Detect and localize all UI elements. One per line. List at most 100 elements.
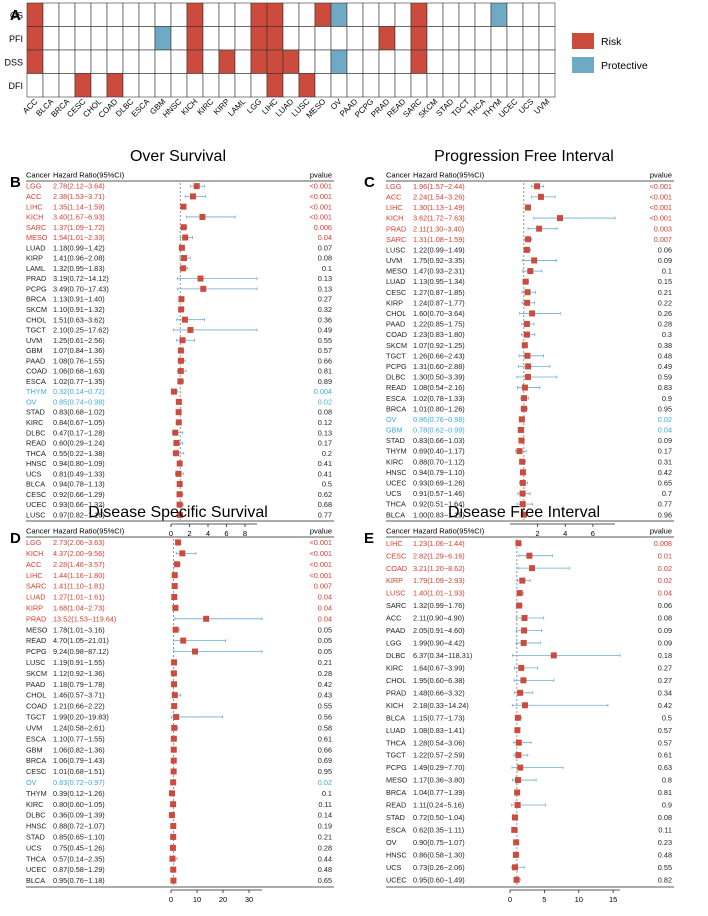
row-cancer-label: LUAD <box>386 277 405 286</box>
hazard-ratio-point <box>181 255 188 262</box>
row-hazard-ratio-label: 1.13(0.95−1.34) <box>413 277 465 286</box>
heatmap-cell <box>186 49 204 74</box>
row-hazard-ratio-label: 1.32(0.95−1.83) <box>53 264 105 273</box>
row-cancer-label: READ <box>26 439 46 448</box>
row-pvalue-label: <0.001 <box>309 213 332 222</box>
heatmap-column-label: UCS <box>517 97 535 115</box>
row-pvalue-label: 0.04 <box>658 426 672 435</box>
row-pvalue-label: 0.1 <box>322 264 332 273</box>
hazard-ratio-point <box>170 823 177 830</box>
hazard-ratio-point <box>200 285 207 292</box>
hazard-ratio-point <box>536 225 543 232</box>
row-pvalue-label: 0.1 <box>322 789 332 798</box>
heatmap-cell <box>122 26 140 51</box>
hazard-ratio-point <box>521 342 528 349</box>
row-pvalue-label: 0.21 <box>318 833 332 842</box>
heatmap-cell <box>42 73 60 98</box>
hazard-ratio-point <box>519 501 526 508</box>
hazard-ratio-point <box>180 637 187 644</box>
row-hazard-ratio-label: 1.31(1.08−1.59) <box>413 235 465 244</box>
row-cancer-label: GBM <box>386 426 403 435</box>
heatmap-cell <box>346 2 364 27</box>
row-cancer-label: UVM <box>386 256 402 265</box>
legend-swatch <box>572 57 594 73</box>
x-axis-tick-label: 0 <box>508 895 512 904</box>
hazard-ratio-point <box>169 790 176 797</box>
row-hazard-ratio-label: 2.18(0.33−14.24) <box>413 701 469 710</box>
row-pvalue-label: 0.14 <box>318 811 332 820</box>
row-cancer-label: HNSC <box>386 468 407 477</box>
row-hazard-ratio-label: 1.30(1.13−1.49) <box>413 203 465 212</box>
row-cancer-label: UCS <box>386 489 402 498</box>
row-hazard-ratio-label: 2.28(1.46−3.57) <box>53 560 105 569</box>
row-hazard-ratio-label: 1.99(0.90−4.42) <box>413 639 465 648</box>
row-cancer-label: LUSC <box>386 589 405 598</box>
row-hazard-ratio-label: 0.86(0.76−0.98) <box>413 415 465 424</box>
hazard-ratio-point <box>170 388 177 395</box>
heatmap-cell <box>426 49 444 74</box>
heatmap-cell <box>42 49 60 74</box>
row-hazard-ratio-label: 1.99(0.20−19.83) <box>53 713 109 722</box>
hazard-ratio-point <box>172 429 179 436</box>
row-cancer-label: CHOL <box>386 309 406 318</box>
row-hazard-ratio-label: 1.02(0.77−1.35) <box>53 377 105 386</box>
heatmap-cell <box>426 2 444 27</box>
hazard-ratio-point <box>169 855 176 862</box>
row-cancer-label: THYM <box>26 387 47 396</box>
heatmap-cell <box>298 2 316 27</box>
row-cancer-label: THCA <box>386 738 406 747</box>
heatmap-cell <box>26 49 44 74</box>
x-axis-tick-label: 6 <box>591 529 595 538</box>
row-pvalue-label: 0.07 <box>318 243 332 252</box>
row-hazard-ratio-label: 1.44(1.16−1.80) <box>53 571 105 580</box>
heatmap-cell <box>378 73 396 98</box>
hazard-ratio-point <box>515 739 522 746</box>
row-pvalue-label: 0.007 <box>654 235 672 244</box>
row-cancer-label: TGCT <box>386 351 406 360</box>
row-hazard-ratio-label: 1.30(0.50−3.39) <box>413 373 465 382</box>
row-hazard-ratio-label: 0.81(0.49−1.33) <box>53 469 105 478</box>
row-cancer-label: DLBC <box>26 811 45 820</box>
forest-title: Progression Free Interval <box>434 148 614 165</box>
row-cancer-label: THCA <box>386 500 406 509</box>
row-pvalue-label: 0.04 <box>318 603 332 612</box>
heatmap-cell <box>314 49 332 74</box>
hazard-ratio-point <box>175 539 182 546</box>
row-cancer-label: BRCA <box>26 295 46 304</box>
heatmap-cell <box>442 73 460 98</box>
row-hazard-ratio-label: 1.31(0.60−2.88) <box>413 362 465 371</box>
hazard-ratio-point <box>199 213 206 220</box>
heatmap-cell <box>26 2 44 27</box>
row-pvalue-label: 0.66 <box>318 745 332 754</box>
heatmap-cell <box>474 2 492 27</box>
row-cancer-label: THYM <box>386 447 407 456</box>
row-hazard-ratio-label: 4.37(2.00−9.56) <box>53 549 105 558</box>
row-cancer-label: BLCA <box>386 713 405 722</box>
row-hazard-ratio-label: 2.10(0.25−17.62) <box>53 326 109 335</box>
row-pvalue-label: <0.001 <box>649 182 672 191</box>
row-hazard-ratio-label: 0.72(0.50−1.04) <box>413 813 465 822</box>
row-hazard-ratio-label: 1.24(0.58−2.61) <box>53 723 105 732</box>
row-pvalue-label: 0.55 <box>658 863 672 872</box>
row-hazard-ratio-label: 1.07(0.92−1.25) <box>413 341 465 350</box>
row-pvalue-label: 0.83 <box>658 383 672 392</box>
row-hazard-ratio-label: 1.78(1.01−3.16) <box>53 625 105 634</box>
hazard-ratio-point <box>519 490 526 497</box>
header-pvalue: pvalue <box>310 527 332 536</box>
hazard-ratio-point <box>512 851 519 858</box>
row-pvalue-label: 0.1 <box>662 267 672 276</box>
row-cancer-label: SARC <box>26 582 46 591</box>
hazard-ratio-point <box>524 204 531 211</box>
heatmap-cell <box>250 26 268 51</box>
row-hazard-ratio-label: 1.96(1.57−2.44) <box>413 182 465 191</box>
row-hazard-ratio-label: 6.37(0.34−118.31) <box>413 651 472 660</box>
hazard-ratio-point <box>173 439 180 446</box>
hazard-ratio-point <box>519 458 526 465</box>
hazard-ratio-point <box>171 703 178 710</box>
row-pvalue-label: 0.63 <box>658 763 672 772</box>
hazard-ratio-point <box>515 752 522 759</box>
hazard-ratio-point <box>516 602 523 609</box>
row-cancer-label: STAD <box>386 436 405 445</box>
row-hazard-ratio-label: 0.92(0.66−1.29) <box>53 490 105 499</box>
row-cancer-label: BLCA <box>386 510 405 519</box>
